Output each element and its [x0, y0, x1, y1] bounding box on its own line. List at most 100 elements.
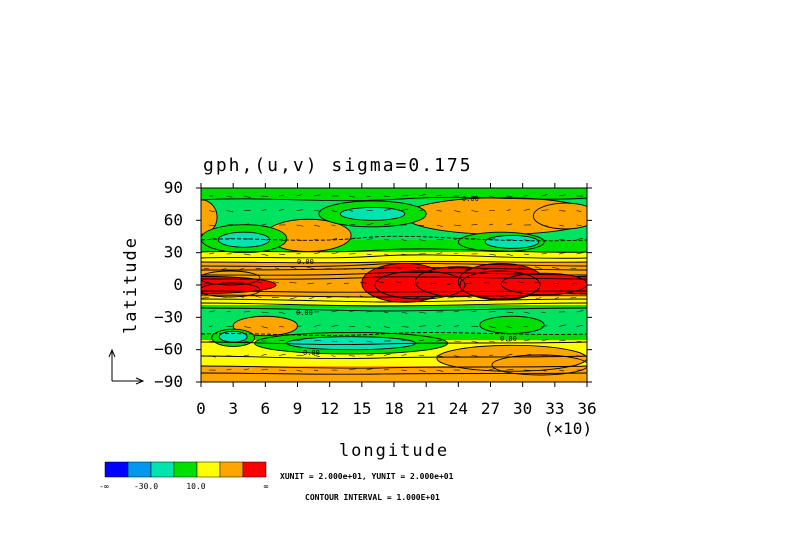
wind-vector	[219, 268, 227, 271]
wind-vector	[366, 253, 372, 256]
wind-vector	[488, 340, 495, 343]
wind-vector	[541, 239, 547, 241]
x-tick-label: 21	[417, 399, 436, 418]
shaded-region	[404, 197, 587, 235]
wind-vector	[237, 268, 245, 271]
wind-vector	[447, 282, 455, 286]
wind-vector	[541, 311, 546, 314]
wind-vector	[261, 253, 269, 257]
wind-vector	[576, 238, 584, 240]
wind-vector	[359, 295, 367, 298]
shaded-region	[479, 316, 545, 334]
wind-vector	[523, 353, 531, 356]
x-tick-label: 15	[352, 399, 371, 418]
x-axis: 0 3 6 9 12 15 18 21 24 27 30 33 36	[196, 183, 597, 418]
wind-vector	[453, 325, 460, 327]
wind-vector	[278, 208, 284, 211]
wind-vector	[290, 297, 297, 300]
wind-vector	[506, 326, 513, 329]
x-tick-label: 12	[320, 399, 339, 418]
wind-vector	[558, 194, 566, 197]
wind-vector	[261, 326, 268, 329]
y-tick-label: −30	[154, 307, 183, 326]
wind-vector	[348, 210, 354, 212]
wind-vector	[226, 210, 234, 213]
wind-vector	[401, 194, 409, 197]
wind-vector	[432, 267, 437, 269]
wind-vector	[243, 368, 250, 371]
wind-vector	[395, 281, 402, 284]
wind-vector	[523, 239, 531, 242]
wind-vector	[413, 297, 420, 300]
wind-vector	[488, 326, 496, 329]
wind-vector	[383, 311, 389, 313]
wind-vector	[506, 311, 514, 314]
wind-vector	[558, 224, 564, 227]
wind-vector	[290, 266, 297, 269]
wind-vector	[572, 282, 577, 285]
wind-vector	[430, 282, 437, 285]
wind-vector	[523, 369, 531, 371]
wind-vector	[436, 369, 444, 372]
wind-vector	[366, 326, 371, 328]
wind-vector	[220, 296, 227, 298]
wind-vector	[401, 354, 407, 356]
wind-vector	[576, 355, 582, 358]
wind-vector	[208, 224, 216, 227]
wind-vector	[344, 268, 350, 270]
contour-label: 0.00	[297, 258, 314, 266]
y-tick-label: 30	[164, 243, 183, 262]
wind-vector	[348, 368, 356, 371]
wind-vector	[466, 296, 472, 298]
wind-vector	[576, 325, 583, 327]
wind-vector	[401, 208, 408, 211]
wind-vector	[243, 195, 251, 198]
wind-vector	[499, 296, 507, 298]
wind-vector	[278, 311, 286, 314]
wind-vector	[219, 282, 227, 285]
x-tick-label: 0	[196, 399, 206, 418]
wind-vector	[366, 368, 373, 371]
band-yellow-north	[201, 252, 587, 262]
colorbar-swatch	[173, 461, 198, 478]
wind-vector	[418, 311, 426, 314]
colorbar-label: ∞	[264, 482, 269, 491]
wind-vector	[313, 224, 320, 227]
wind-vector	[331, 340, 338, 342]
wind-vector	[240, 296, 245, 298]
wind-vector	[558, 340, 566, 342]
region-contour	[436, 344, 587, 372]
region-contour	[232, 315, 298, 337]
wind-vector	[506, 209, 511, 211]
wind-vector	[436, 355, 444, 358]
shaded-region	[533, 203, 587, 229]
wind-vector	[383, 195, 390, 197]
wind-vector	[313, 369, 319, 372]
wind-vector	[517, 281, 525, 284]
y-tick-label: 60	[164, 210, 183, 229]
wind-vector	[576, 310, 584, 313]
wind-vector	[226, 195, 233, 198]
wind-vector	[208, 310, 215, 313]
wind-vector	[541, 194, 548, 197]
shaded-region	[218, 232, 270, 248]
region-contour	[484, 234, 540, 249]
wind-vector	[401, 239, 407, 241]
wind-vector	[296, 194, 302, 197]
wind-vector	[523, 311, 530, 314]
wind-vector	[261, 209, 267, 211]
contour-label: 0.00	[296, 309, 313, 317]
wind-vector	[243, 326, 251, 329]
y-axis-label: latitude	[121, 236, 141, 334]
wind-vector	[418, 369, 426, 372]
chart-title: gph,(u,v) sigma=0.175	[203, 155, 473, 176]
wind-vector	[506, 353, 513, 356]
wind-vector	[313, 210, 321, 212]
wind-vector	[471, 195, 479, 198]
wind-vector	[436, 194, 442, 197]
unit-text: XUNIT = 2.000e+01, YUNIT = 2.000e+01	[280, 472, 454, 481]
wind-vector	[343, 282, 350, 285]
wind-vector	[401, 311, 408, 314]
wind-vector	[278, 353, 286, 356]
